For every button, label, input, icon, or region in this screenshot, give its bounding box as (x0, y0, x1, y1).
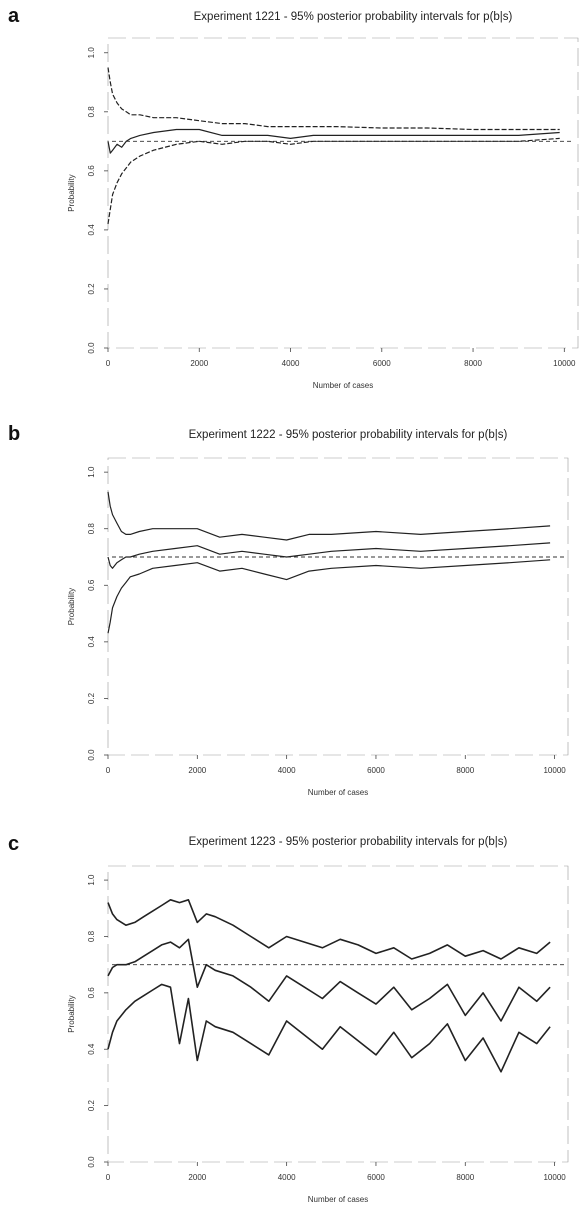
x-tick-label: 6000 (367, 1173, 385, 1182)
y-tick-label: 0.2 (87, 1100, 96, 1112)
y-tick-label: 1.0 (87, 466, 96, 478)
x-tick-label: 8000 (456, 766, 474, 775)
y-tick-label: 0.0 (87, 749, 96, 761)
y-tick-label: 0.2 (87, 692, 96, 704)
upper-bound-line (107, 67, 560, 131)
y-tick-label: 0.8 (87, 930, 96, 942)
y-tick-label: 0.8 (87, 523, 96, 535)
upper-bound-line (107, 491, 551, 541)
chart-panel-c: c Experiment 1223 - 95% posterior probabi… (8, 833, 569, 1204)
chart-panel-b: b Experiment 1222 - 95% posterior probabi… (8, 423, 569, 797)
panel-letter: c (8, 833, 19, 855)
x-tick-label: 0 (106, 1173, 111, 1182)
plot-frame (107, 37, 579, 349)
y-tick-label: 0.6 (87, 579, 96, 591)
x-tick-label: 4000 (282, 359, 300, 368)
x-tick-label: 10000 (543, 1173, 566, 1182)
x-axis-label: Number of cases (313, 381, 373, 390)
x-tick-label: 4000 (278, 766, 296, 775)
x-tick-label: 8000 (456, 1173, 474, 1182)
x-tick-label: 0 (106, 766, 111, 775)
x-axis-label: Number of cases (308, 1195, 368, 1204)
lower-bound-line (107, 137, 560, 225)
panel-letter: a (8, 5, 20, 27)
posterior-mean-line (107, 938, 551, 1022)
x-tick-label: 10000 (553, 359, 576, 368)
y-tick-label: 0.4 (87, 1043, 96, 1055)
y-tick-label: 0.4 (87, 636, 96, 648)
x-tick-label: 2000 (188, 766, 206, 775)
x-tick-label: 0 (106, 359, 111, 368)
y-axis-label: Probability (67, 174, 76, 211)
x-tick-label: 2000 (188, 1173, 206, 1182)
x-tick-label: 8000 (464, 359, 482, 368)
plot-frame (107, 865, 569, 1163)
x-tick-label: 6000 (367, 766, 385, 775)
x-tick-label: 6000 (373, 359, 391, 368)
x-tick-label: 4000 (278, 1173, 296, 1182)
y-axis-label: Probability (67, 588, 76, 625)
lower-bound-line (107, 559, 551, 634)
chart-panel-a: a Experiment 1221 - 95% posterior probabi… (8, 5, 579, 390)
y-tick-label: 1.0 (87, 47, 96, 59)
chart-title: Experiment 1221 - 95% posterior probabil… (194, 11, 513, 23)
y-tick-label: 0.6 (87, 987, 96, 999)
y-tick-label: 0.0 (87, 342, 96, 354)
posterior-mean-line (107, 128, 560, 154)
y-tick-label: 0.4 (87, 224, 96, 236)
chart-title: Experiment 1223 - 95% posterior probabil… (189, 836, 508, 848)
panel-letter: b (8, 423, 20, 445)
upper-bound-line (107, 899, 551, 960)
y-tick-label: 0.0 (87, 1156, 96, 1168)
lower-bound-line (107, 983, 551, 1073)
plot-frame (107, 457, 569, 756)
chart-title: Experiment 1222 - 95% posterior probabil… (189, 429, 508, 441)
y-tick-label: 1.0 (87, 874, 96, 886)
x-tick-label: 10000 (543, 766, 566, 775)
x-tick-label: 2000 (190, 359, 208, 368)
y-axis-label: Probability (67, 995, 76, 1032)
y-tick-label: 0.6 (87, 165, 96, 177)
posterior-mean-line (107, 542, 551, 569)
y-tick-label: 0.8 (87, 106, 96, 118)
y-tick-label: 0.2 (87, 283, 96, 295)
x-axis-label: Number of cases (308, 788, 368, 797)
